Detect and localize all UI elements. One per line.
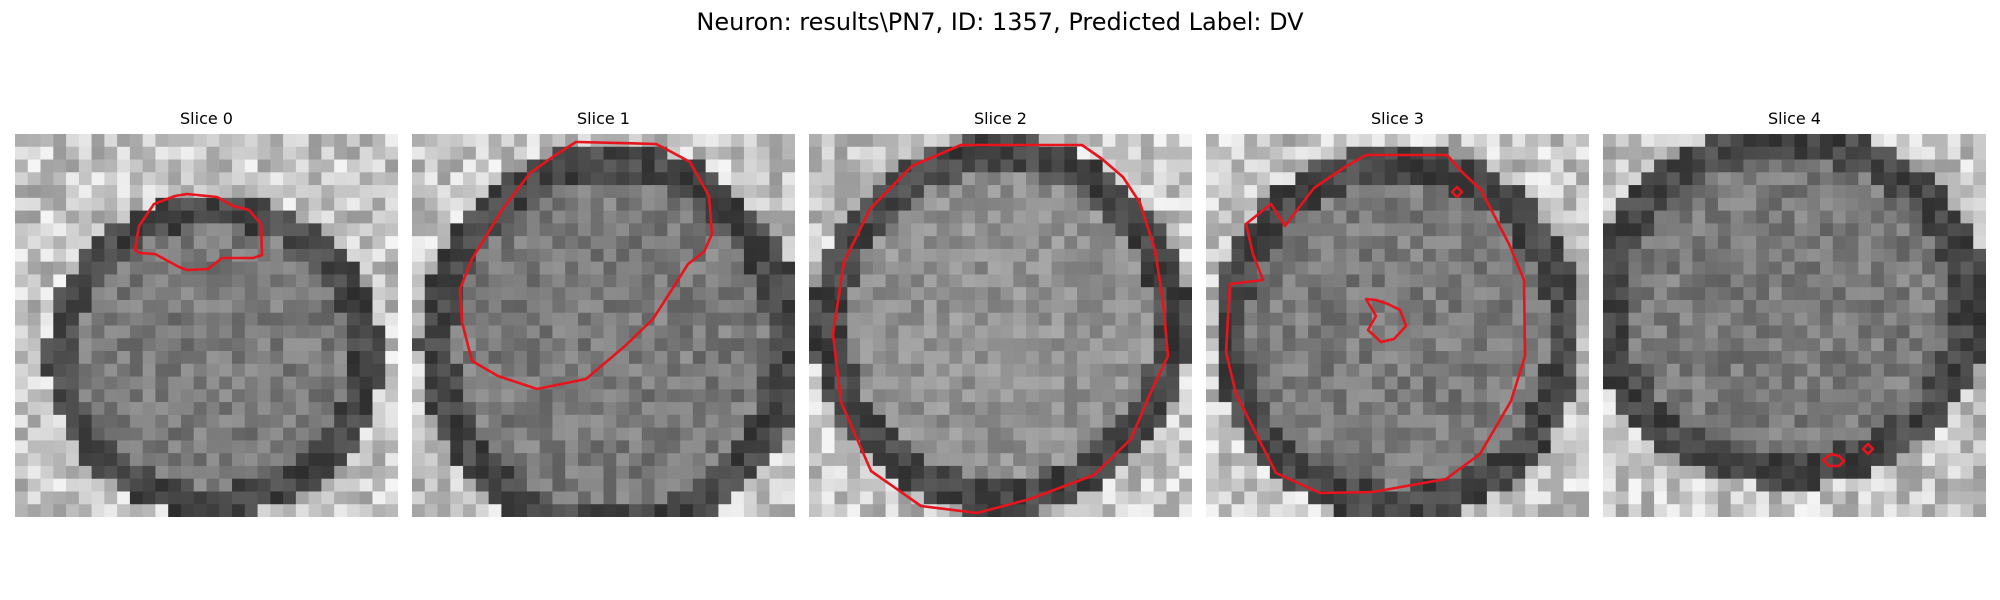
segmentation-contour xyxy=(831,143,1170,515)
slice-image xyxy=(412,134,795,517)
slice-image xyxy=(1206,134,1589,517)
grayscale-microscopy-image xyxy=(15,134,398,517)
grayscale-microscopy-image xyxy=(1206,134,1589,517)
segmentation-contour-small xyxy=(1450,185,1464,199)
slice-title: Slice 2 xyxy=(974,109,1027,128)
slice-panel-3: Slice 3 xyxy=(1206,108,1589,518)
segmentation-contour-inner xyxy=(1364,297,1408,344)
slice-image xyxy=(1603,134,1986,517)
segmentation-contour xyxy=(133,192,264,272)
slice-title: Slice 4 xyxy=(1768,109,1821,128)
slice-panel-1: Slice 1 xyxy=(412,108,795,518)
grayscale-microscopy-image xyxy=(1603,134,1986,517)
grayscale-microscopy-image xyxy=(412,134,795,517)
slice-image xyxy=(15,134,398,517)
slice-panel-4: Slice 4 xyxy=(1603,108,1986,518)
figure-title: Neuron: results\PN7, ID: 1357, Predicted… xyxy=(696,8,1304,36)
segmentation-contour xyxy=(1224,153,1527,495)
slice-title: Slice 0 xyxy=(180,109,233,128)
slice-panel-0: Slice 0 xyxy=(15,108,398,518)
segmentation-contour xyxy=(458,140,714,391)
slice-title: Slice 1 xyxy=(577,109,630,128)
grayscale-microscopy-image xyxy=(809,134,1192,517)
segmentation-contour-small xyxy=(1861,442,1875,456)
segmentation-contour xyxy=(1821,452,1846,468)
slice-panel-2: Slice 2 xyxy=(809,108,1192,518)
slice-title: Slice 3 xyxy=(1371,109,1424,128)
slice-image xyxy=(809,134,1192,517)
